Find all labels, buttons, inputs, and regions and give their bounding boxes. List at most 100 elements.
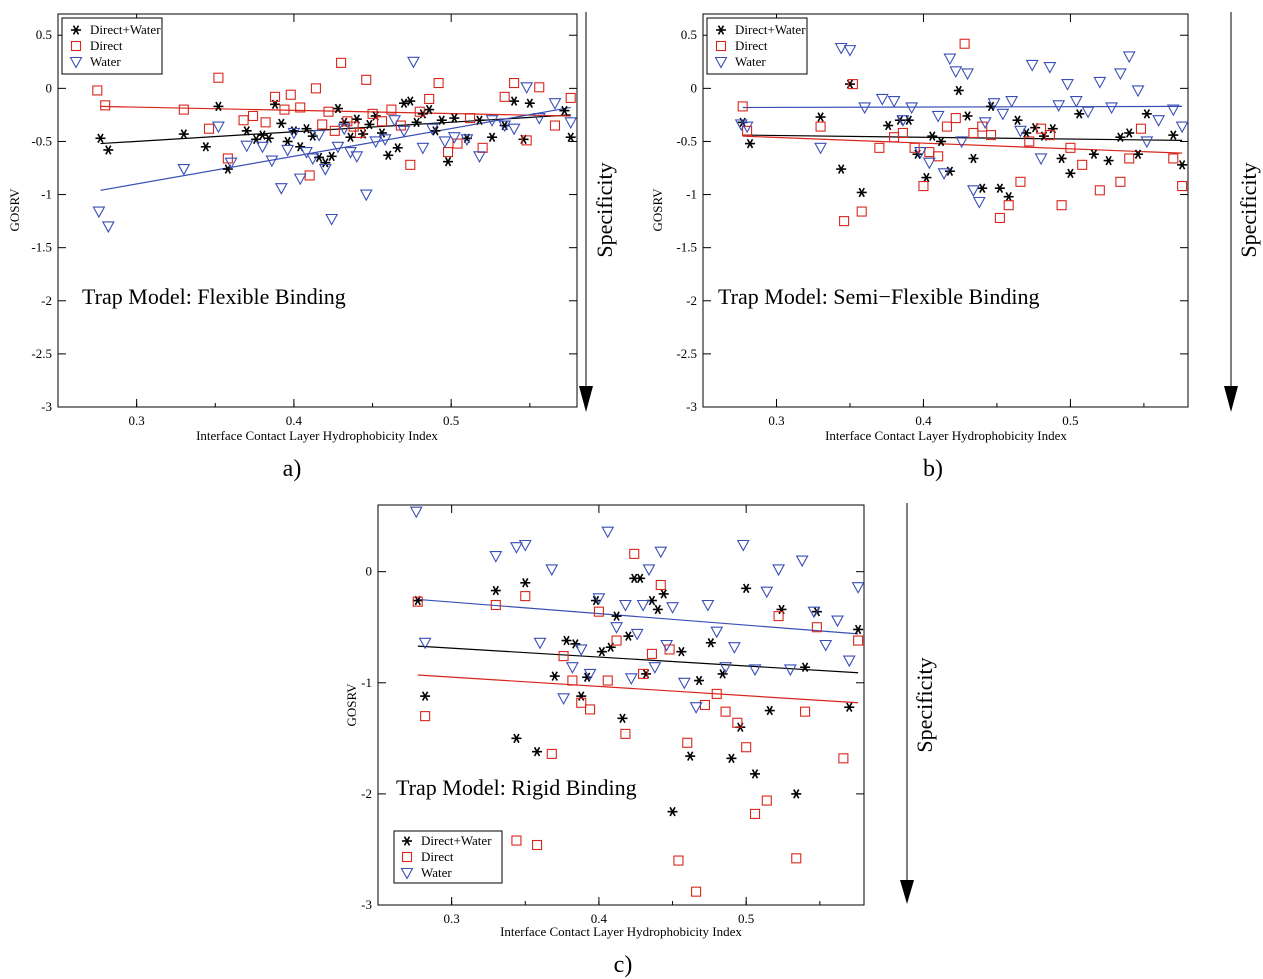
star-point xyxy=(986,101,997,112)
square-point xyxy=(811,622,822,633)
triangle-point xyxy=(489,551,503,563)
square-legend-marker xyxy=(715,40,727,52)
data-points xyxy=(92,56,578,234)
triangle-point xyxy=(740,121,754,134)
triangle-point xyxy=(949,66,963,78)
triangle-marker-icon xyxy=(400,867,414,880)
star-point xyxy=(1177,160,1188,170)
triangle-point xyxy=(601,526,615,539)
triangle-point xyxy=(1034,153,1048,166)
arrow-head-icon xyxy=(579,386,593,412)
triangle-point xyxy=(256,141,269,154)
triangle-point xyxy=(287,127,301,140)
square-point xyxy=(534,82,545,93)
legend-item-direct-water: Direct+Water xyxy=(402,833,492,848)
triangle-point xyxy=(719,662,732,674)
triangle-point xyxy=(831,615,844,628)
square-point xyxy=(567,675,578,686)
legend-label: Water xyxy=(421,865,452,880)
triangle-point xyxy=(748,664,762,677)
star-point xyxy=(532,746,543,757)
square-point xyxy=(304,170,315,181)
triangle-point xyxy=(636,599,650,612)
star-point xyxy=(927,131,938,141)
fit-lines xyxy=(417,598,859,704)
square-point xyxy=(638,668,649,679)
triangle-point xyxy=(1122,51,1136,64)
y-axis-label: GOSRV xyxy=(7,188,22,232)
x-tick-label: 0.5 xyxy=(1062,413,1078,428)
triangle-point xyxy=(520,82,534,94)
star-point xyxy=(420,691,431,701)
square-point xyxy=(918,181,929,192)
triangle-point xyxy=(654,546,668,559)
ticks: 0.3 0.4 0.5 -3 -2.5 -2 -1.5 -1 -0.5 0 0.5 xyxy=(676,14,1188,428)
triangle-point xyxy=(1005,96,1019,108)
legend-label: Direct xyxy=(735,38,768,53)
triangle-point xyxy=(574,644,588,657)
square-point xyxy=(853,635,864,646)
star-point xyxy=(800,662,811,672)
trend-line xyxy=(742,105,1183,109)
square-point xyxy=(950,113,961,124)
square-point xyxy=(815,121,826,132)
y-tick-label: 0 xyxy=(366,564,373,579)
star-marker-icon xyxy=(716,25,726,35)
triangle-point xyxy=(211,121,225,134)
triangle-point xyxy=(418,637,432,650)
triangle-point xyxy=(1166,104,1180,117)
square-point xyxy=(1044,130,1055,141)
star-point xyxy=(641,669,652,679)
triangle-point xyxy=(438,136,452,149)
star-point xyxy=(658,589,669,599)
star-legend-marker xyxy=(402,836,412,846)
square-point xyxy=(565,92,576,103)
star-point xyxy=(883,120,894,131)
triangle-point xyxy=(337,123,351,136)
star-point xyxy=(399,98,409,108)
legend-item-water: Water xyxy=(400,865,452,880)
trend-line xyxy=(100,114,571,145)
star-point xyxy=(213,101,224,112)
triangle-point xyxy=(177,164,191,176)
star-point xyxy=(667,806,678,817)
square-point xyxy=(412,596,423,607)
star-point xyxy=(623,631,634,641)
square-point xyxy=(699,699,710,711)
triangle-point xyxy=(101,221,115,234)
square-point xyxy=(260,117,271,128)
star-point xyxy=(953,85,964,96)
star-point xyxy=(1012,115,1023,125)
star-point xyxy=(968,153,979,164)
square-point xyxy=(732,717,743,728)
square-point xyxy=(994,212,1005,223)
triangle-point xyxy=(265,155,279,168)
y-tick-label: -2.5 xyxy=(31,346,52,361)
star-point xyxy=(178,129,189,139)
star-point xyxy=(694,675,705,686)
star-point xyxy=(222,164,233,174)
square-point xyxy=(100,100,111,111)
star-point xyxy=(282,136,293,147)
y-tick-label: -2 xyxy=(361,786,372,801)
triangle-point xyxy=(1043,62,1057,74)
triangle-point xyxy=(660,639,674,652)
square-point xyxy=(433,77,444,89)
star-point xyxy=(745,138,756,149)
y-tick-label: -3 xyxy=(361,897,372,912)
triangle-point xyxy=(274,183,288,195)
star-point xyxy=(582,672,593,682)
star-point xyxy=(383,150,394,161)
triangle-point xyxy=(677,677,691,690)
triangle-point xyxy=(281,144,295,157)
triangle-point xyxy=(648,662,662,674)
legend-box xyxy=(61,17,163,75)
triangle-point xyxy=(783,664,797,677)
x-tick-label: 0.4 xyxy=(915,413,932,428)
triangle-point xyxy=(1069,96,1083,108)
x-tick-label: 0.3 xyxy=(768,413,784,428)
triangle-point xyxy=(92,206,106,219)
triangle-point xyxy=(592,593,606,605)
star-point xyxy=(1065,168,1076,179)
square-point xyxy=(521,135,532,146)
